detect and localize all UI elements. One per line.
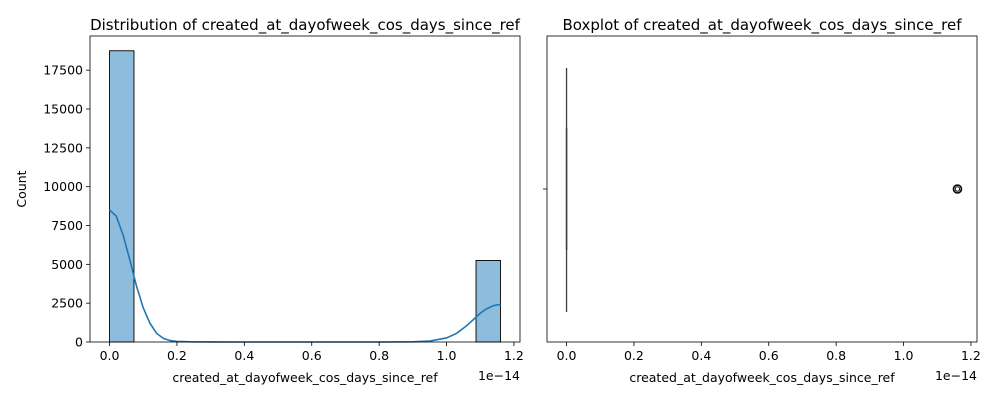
histogram-x-offset-label: 1e−14 (478, 368, 520, 383)
histogram-chart: Distribution of created_at_dayofweek_cos… (14, 16, 524, 385)
histogram-x-tick-label: 0.6 (302, 348, 322, 363)
histogram-plot-frame (89, 35, 521, 343)
histogram-bar-1 (475, 260, 501, 343)
boxplot-x-tick-label: 0.8 (826, 348, 846, 363)
histogram-y-tick-label: 17500 (43, 63, 83, 78)
histogram-y-tick-label: 2500 (51, 296, 83, 311)
histogram-x-axis-label: created_at_dayofweek_cos_days_since_ref (172, 370, 438, 385)
boxplot-x-tick-label: 0.2 (624, 348, 644, 363)
boxplot-x-ticks: 0.0 0.2 0.4 0.6 0.8 1.0 1.2 (557, 342, 981, 363)
histogram-y-tick-label: 0 (75, 335, 83, 350)
histogram-x-tick-label: 0.4 (234, 348, 254, 363)
boxplot-chart: Boxplot of created_at_dayofweek_cos_days… (543, 16, 981, 385)
histogram-y-tick-label: 10000 (43, 179, 83, 194)
kde-line (109, 209, 501, 343)
histogram-x-tick-label: 1.0 (437, 348, 457, 363)
boxplot-x-tick-label: 0.6 (759, 348, 779, 363)
boxplot-x-tick-label: 1.2 (961, 348, 981, 363)
histogram-bar-0 (109, 50, 135, 343)
boxplot-x-tick-label: 1.0 (894, 348, 914, 363)
histogram-y-tick-label: 7500 (51, 218, 83, 233)
boxplot-plot-frame (546, 35, 978, 343)
boxplot-x-offset-label: 1e−14 (935, 368, 977, 383)
histogram-y-tick-label: 12500 (43, 140, 83, 155)
histogram-y-ticks: 0 2500 5000 7500 10000 12500 15000 17500 (43, 63, 90, 350)
histogram-y-tick-label: 5000 (51, 257, 83, 272)
boxplot-outlier-point (952, 184, 963, 194)
histogram-y-tick-label: 15000 (43, 102, 83, 117)
boxplot-x-tick-label: 0.0 (557, 348, 577, 363)
boxplot-x-axis-label: created_at_dayofweek_cos_days_since_ref (629, 370, 895, 385)
boxplot-outliers (952, 184, 963, 194)
histogram-y-axis-label: Count (14, 170, 29, 207)
boxplot-outlier-point-inner (954, 186, 961, 192)
histogram-x-tick-label: 1.2 (504, 348, 524, 363)
boxplot-title: Boxplot of created_at_dayofweek_cos_days… (563, 16, 963, 35)
histogram-title: Distribution of created_at_dayofweek_cos… (90, 16, 521, 35)
boxplot-x-tick-label: 0.4 (691, 348, 711, 363)
histogram-x-ticks: 0.0 0.2 0.4 0.6 0.8 1.0 1.2 (100, 342, 524, 363)
histogram-x-tick-label: 0.2 (167, 348, 187, 363)
histogram-bars (109, 50, 501, 343)
histogram-x-tick-label: 0.8 (369, 348, 389, 363)
histogram-x-tick-label: 0.0 (100, 348, 120, 363)
